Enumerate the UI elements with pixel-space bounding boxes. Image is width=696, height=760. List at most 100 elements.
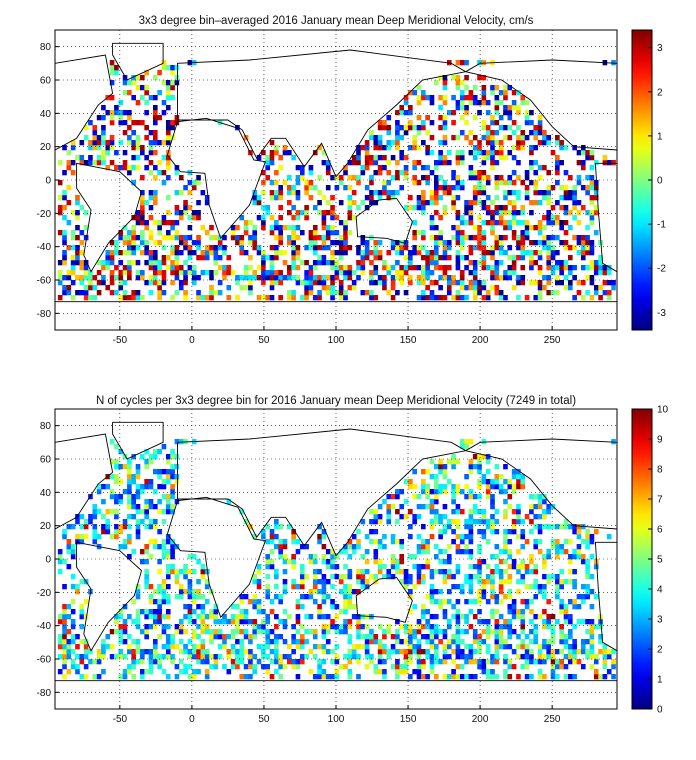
- bin-cell: [204, 230, 210, 236]
- bin-cell: [412, 145, 417, 151]
- bin-cell: [287, 265, 292, 271]
- bin-cell: [161, 549, 167, 555]
- bin-cell: [308, 594, 314, 600]
- bin-cell: [66, 564, 72, 570]
- bin-cell: [468, 494, 474, 500]
- bin-cell: [226, 265, 232, 271]
- bin-cell: [537, 140, 543, 146]
- bin-cell: [386, 170, 392, 176]
- bin-cell: [593, 654, 599, 660]
- bin-cell: [429, 504, 435, 510]
- bin-cell: [390, 649, 396, 655]
- bin-cell: [490, 669, 495, 675]
- bin-cell: [494, 629, 500, 635]
- colorbar-tick-label: 1: [657, 131, 663, 142]
- bin-cell: [70, 295, 76, 301]
- bin-cell: [347, 669, 353, 675]
- bin-cell: [62, 559, 67, 565]
- bin-cell: [360, 270, 366, 276]
- bin-cell: [403, 669, 409, 675]
- bin-cell: [408, 579, 413, 585]
- bin-cell: [239, 240, 245, 246]
- bin-cell: [70, 270, 76, 276]
- bin-cell: [291, 559, 296, 565]
- bin-cell: [152, 135, 158, 141]
- bin-cell: [408, 524, 413, 530]
- bin-cell: [585, 539, 590, 545]
- bin-cell: [308, 669, 314, 675]
- bin-cell: [524, 135, 530, 141]
- bin-cell: [490, 659, 495, 665]
- bin-cell: [602, 160, 608, 166]
- bin-cell: [386, 504, 392, 510]
- bin-cell: [507, 634, 513, 640]
- bin-cell: [109, 240, 115, 246]
- bin-cell: [481, 95, 487, 101]
- bin-cell: [178, 210, 184, 216]
- bin-cell: [170, 260, 175, 266]
- bin-cell: [377, 275, 383, 281]
- bin-cell: [408, 205, 413, 211]
- bin-cell: [602, 654, 608, 660]
- bin-cell: [200, 629, 206, 635]
- bin-cell: [503, 639, 508, 645]
- bin-cell: [191, 270, 197, 276]
- bin-cell: [248, 659, 253, 665]
- bin-cell: [529, 599, 534, 605]
- bin-cell: [485, 110, 491, 116]
- bin-cell: [498, 275, 504, 281]
- bin-cell: [429, 95, 435, 101]
- bin-cell: [416, 544, 422, 550]
- bin-cell: [572, 215, 577, 221]
- bin-cell: [278, 654, 283, 660]
- bin-cell: [589, 554, 595, 560]
- bin-cell: [131, 504, 136, 510]
- bin-cell: [196, 295, 201, 301]
- bin-cell: [127, 459, 132, 465]
- bin-cell: [191, 619, 197, 625]
- bin-cell: [395, 170, 400, 176]
- bin-cell: [477, 170, 482, 176]
- bin-cell: [550, 624, 556, 630]
- bin-cell: [152, 659, 158, 665]
- bin-cell: [455, 225, 461, 231]
- bin-cell: [235, 659, 240, 665]
- bin-cell: [438, 160, 443, 166]
- bin-cell: [446, 275, 452, 281]
- bin-cell: [585, 564, 590, 570]
- bin-cell: [239, 215, 245, 221]
- bin-cell: [589, 604, 595, 610]
- bin-cell: [191, 210, 197, 216]
- y-tick-label: 20: [40, 142, 52, 153]
- bin-cell: [118, 464, 124, 470]
- bin-cell: [408, 629, 413, 635]
- bin-cell: [278, 250, 283, 256]
- bin-cell: [135, 524, 141, 530]
- bin-cell: [321, 285, 327, 291]
- bin-cell: [485, 459, 491, 465]
- bin-cell: [572, 674, 577, 680]
- bin-cell: [282, 624, 288, 630]
- bin-cell: [360, 634, 366, 640]
- bin-cell: [611, 674, 616, 680]
- bin-cell: [356, 579, 361, 585]
- bin-cell: [295, 599, 301, 605]
- bin-cell: [122, 624, 128, 630]
- bin-cell: [550, 270, 556, 276]
- bin-cell: [490, 584, 495, 590]
- bin-cell: [364, 160, 370, 166]
- bin-cell: [472, 85, 478, 91]
- bin-cell: [403, 654, 409, 660]
- bin-cell: [416, 85, 422, 91]
- bin-cell: [533, 614, 539, 620]
- bin-cell: [334, 230, 340, 236]
- bin-cell: [226, 255, 232, 261]
- bin-cell: [364, 639, 370, 645]
- bin-cell: [503, 624, 508, 630]
- bin-cell: [140, 549, 145, 555]
- bin-cell: [174, 454, 180, 460]
- bin-cell: [520, 644, 526, 650]
- bin-cell: [390, 494, 396, 500]
- bin-cell: [360, 200, 366, 206]
- bin-cell: [520, 629, 526, 635]
